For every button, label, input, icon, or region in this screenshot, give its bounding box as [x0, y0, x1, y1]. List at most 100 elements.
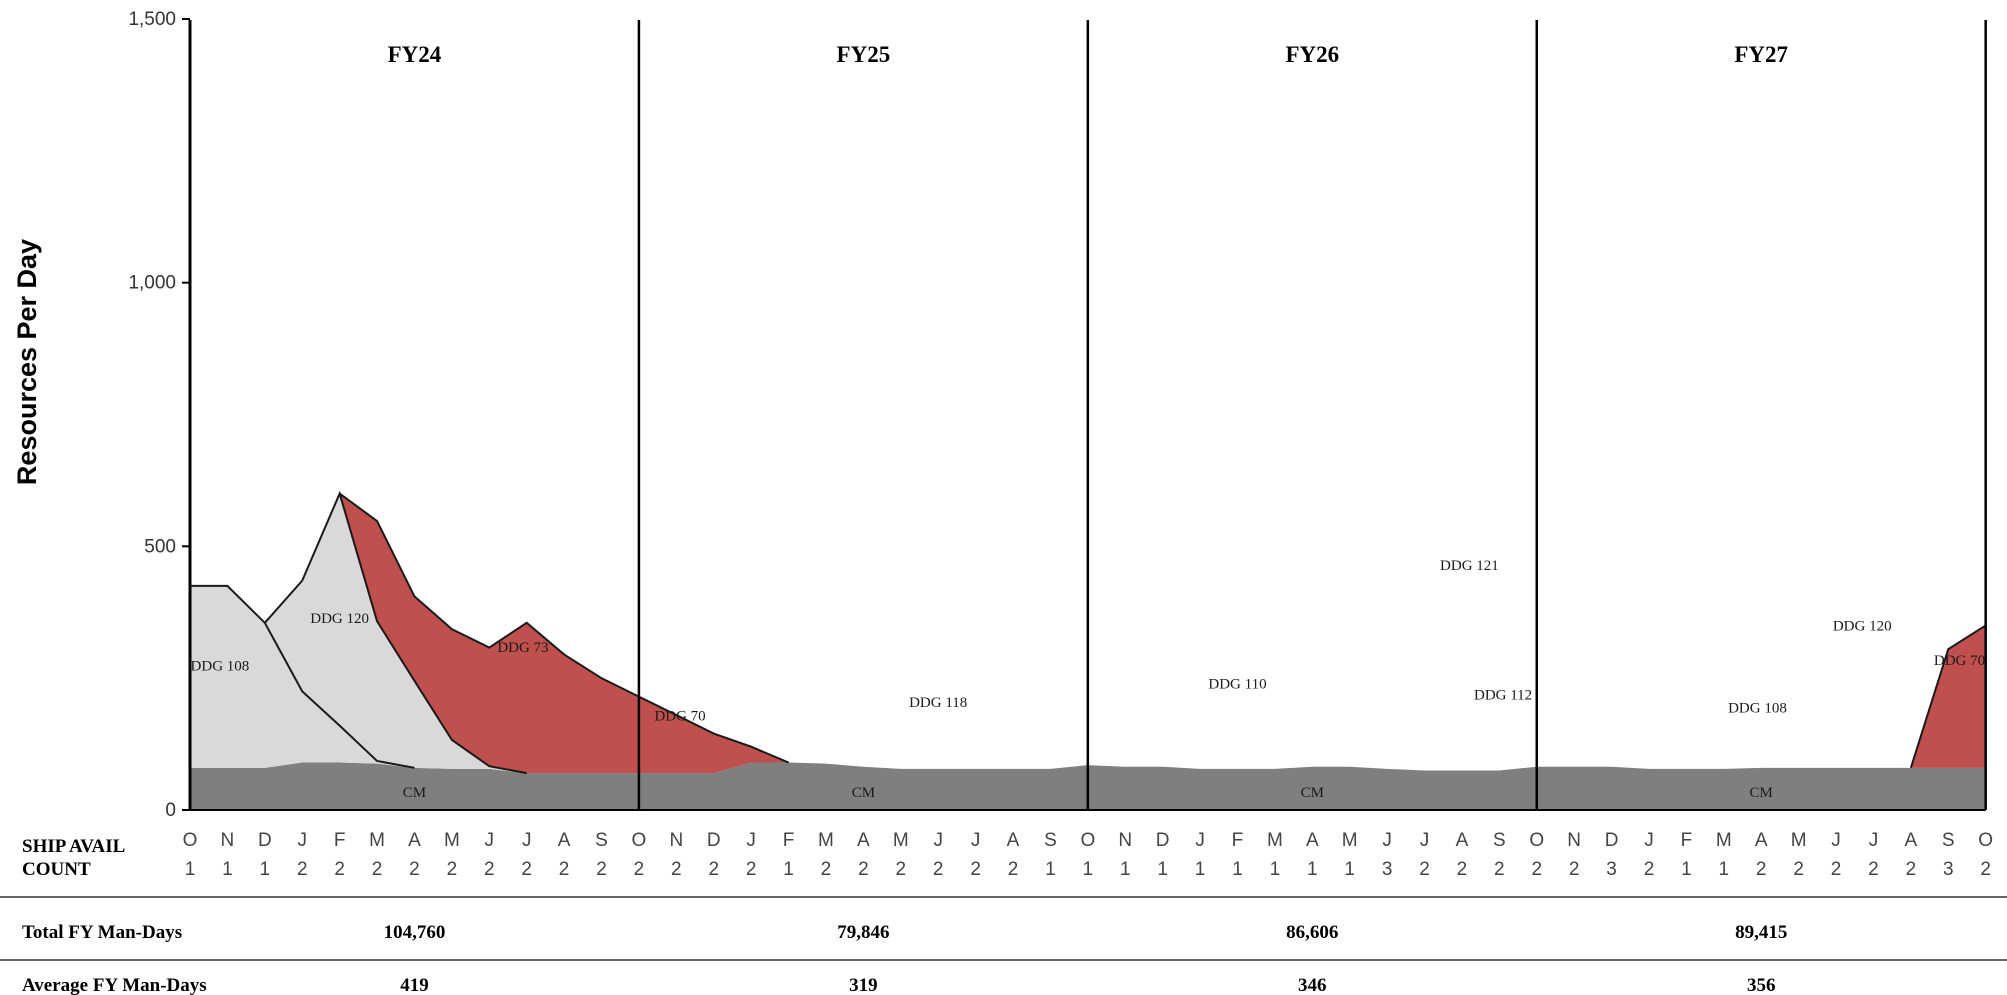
area-label-ddg-108: DDG 108	[191, 658, 250, 674]
ship-avail-count: 2	[1756, 859, 1767, 880]
ship-avail-count: 1	[185, 859, 196, 880]
y-tick-label: 0	[165, 800, 176, 821]
ship-avail-count: 2	[372, 859, 383, 880]
month-tick-label: A	[408, 830, 421, 851]
y-tick-label: 1,500	[128, 9, 176, 30]
month-tick-label: J	[933, 830, 943, 851]
ship-avail-count: 2	[334, 859, 345, 880]
month-tick-label: M	[444, 830, 460, 851]
fy-total-fy25: 79,846	[837, 922, 889, 943]
area-ddg-120	[190, 493, 1986, 774]
ship-avail-count: 1	[1719, 859, 1730, 880]
ship-avail-count: 2	[1831, 859, 1842, 880]
month-tick-label: D	[1156, 830, 1170, 851]
ship-avail-count: 1	[1120, 859, 1131, 880]
month-tick-label: S	[1942, 830, 1955, 851]
month-tick-label: N	[1118, 830, 1132, 851]
month-tick-label: M	[1342, 830, 1358, 851]
y-axis-title: Resources Per Day	[12, 239, 42, 485]
month-tick-label: J	[522, 830, 532, 851]
month-tick-label: N	[669, 830, 683, 851]
area-label-ddg-108: DDG 108	[1728, 700, 1787, 716]
area-label-ddg-70: DDG 70	[654, 708, 705, 724]
month-tick-label: O	[1080, 830, 1095, 851]
area-label-ddg-70: DDG 70	[1934, 653, 1985, 669]
month-tick-label: F	[783, 830, 795, 851]
month-tick-label: F	[1681, 830, 1693, 851]
month-tick-label: O	[1978, 830, 1993, 851]
fy-header-fy24: FY24	[388, 42, 442, 67]
month-tick-label: A	[1007, 830, 1020, 851]
ship-avail-count: 1	[1344, 859, 1355, 880]
ship-avail-count: 1	[1083, 859, 1094, 880]
month-tick-label: A	[1755, 830, 1768, 851]
month-tick-label: J	[746, 830, 756, 851]
ship-avail-count: 2	[559, 859, 570, 880]
ship-avail-count: 2	[484, 859, 495, 880]
ship-avail-count: 2	[596, 859, 607, 880]
ship-avail-count: 2	[1868, 859, 1879, 880]
month-tick-label: A	[1306, 830, 1319, 851]
fy-average-fy27: 356	[1747, 975, 1776, 995]
outline-ddg-120	[264, 490, 527, 775]
month-tick-label: M	[893, 830, 909, 851]
month-tick-label: M	[1716, 830, 1732, 851]
ship-avail-count: 2	[933, 859, 944, 880]
month-tick-label: D	[258, 830, 272, 851]
area-label-cm: CM	[852, 785, 875, 801]
ship-avail-count: 1	[1195, 859, 1206, 880]
fy-header-fy25: FY25	[837, 42, 891, 67]
month-tick-label: S	[1493, 830, 1506, 851]
ship-avail-count: 2	[297, 859, 308, 880]
ship-avail-count: 3	[1943, 859, 1954, 880]
ship-avail-count: 1	[1270, 859, 1281, 880]
average-man-days-label: Average FY Man-Days	[22, 975, 207, 995]
month-tick-label: J	[971, 830, 981, 851]
fy-total-fy27: 89,415	[1735, 922, 1787, 943]
fy-total-fy24: 104,760	[384, 922, 446, 943]
month-tick-label: J	[1420, 830, 1430, 851]
area-label-ddg-112: DDG 112	[1474, 687, 1532, 703]
series-outline-layer	[190, 490, 1987, 775]
ship-avail-label-line1: SHIP AVAIL	[22, 836, 125, 857]
fy-average-fy25: 319	[849, 975, 878, 995]
ship-avail-count: 2	[634, 859, 645, 880]
ship-avail-count: 2	[1494, 859, 1505, 880]
ship-avail-count: 3	[1382, 859, 1393, 880]
area-label-ddg-110: DDG 110	[1208, 677, 1266, 693]
area-label-ddg-120: DDG 120	[1833, 619, 1892, 635]
ship-avail-count: 2	[896, 859, 907, 880]
month-tick-label: M	[1791, 830, 1807, 851]
ship-avail-count: 2	[821, 859, 832, 880]
area-label-ddg-73: DDG 73	[497, 640, 548, 656]
month-tick-label: J	[485, 830, 495, 851]
month-tick-label: A	[558, 830, 571, 851]
month-tick-label: F	[334, 830, 346, 851]
ship-avail-count: 2	[1793, 859, 1804, 880]
month-tick-label: J	[1869, 830, 1879, 851]
outline-ddg-70	[1909, 624, 1987, 769]
month-tick-label: F	[1232, 830, 1244, 851]
month-tick-label: D	[707, 830, 721, 851]
ship-avail-count: 2	[1980, 859, 1991, 880]
area-label-ddg-118: DDG 118	[909, 695, 967, 711]
ship-avail-count: 2	[521, 859, 532, 880]
month-tick-label: J	[1831, 830, 1841, 851]
month-tick-label: M	[818, 830, 834, 851]
month-tick-label: O	[632, 830, 647, 851]
month-tick-label: M	[1267, 830, 1283, 851]
ship-avail-count: 3	[1606, 859, 1617, 880]
ship-avail-count: 2	[1644, 859, 1655, 880]
month-tick-label: S	[595, 830, 608, 851]
ship-avail-count: 1	[1157, 859, 1168, 880]
total-man-days-label: Total FY Man-Days	[22, 922, 182, 943]
area-label-ddg-120: DDG 120	[310, 611, 369, 627]
ship-avail-count: 1	[222, 859, 233, 880]
fiscal-year-headers: FY24 FY25 FY26 FY27	[388, 42, 1788, 67]
month-tick-label: A	[1456, 830, 1469, 851]
month-tick-label: N	[221, 830, 235, 851]
ship-avail-count: 2	[409, 859, 420, 880]
area-label-cm: CM	[1301, 785, 1324, 801]
ship-avail-count: 1	[783, 859, 794, 880]
